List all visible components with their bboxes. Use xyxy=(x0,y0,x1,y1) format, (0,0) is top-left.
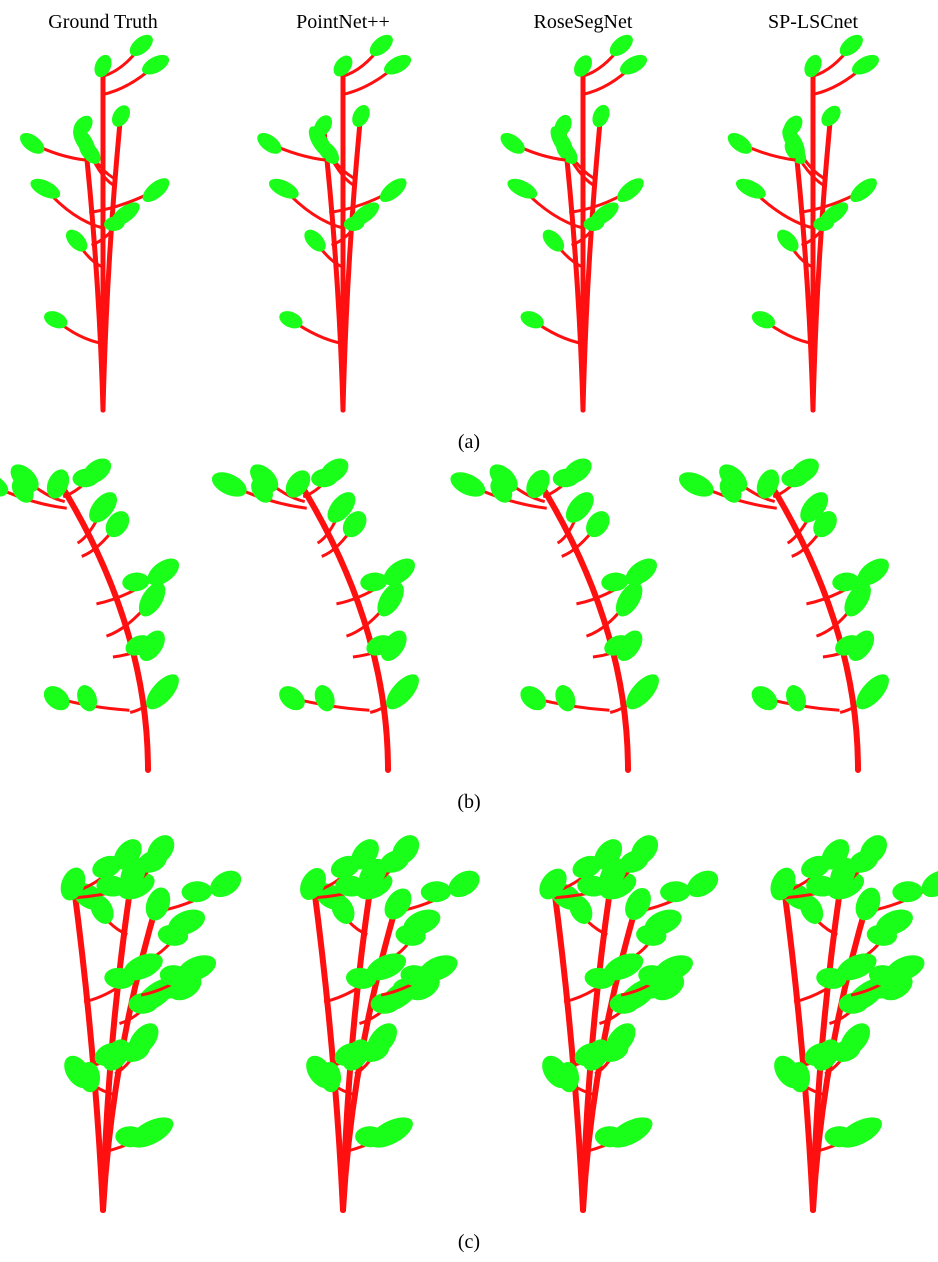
plant xyxy=(447,453,665,770)
leaf xyxy=(606,31,637,61)
leaf xyxy=(497,129,529,158)
leaf xyxy=(108,102,133,130)
row-label: (b) xyxy=(457,791,480,813)
leaf xyxy=(801,52,825,80)
leaf xyxy=(140,669,184,715)
stem xyxy=(343,112,361,410)
stem xyxy=(103,112,121,410)
plant xyxy=(295,830,485,1210)
leaf xyxy=(892,881,923,903)
plant xyxy=(534,830,723,1210)
plant xyxy=(16,31,173,410)
row-label: (a) xyxy=(458,431,480,453)
leaf xyxy=(181,881,212,903)
leaf xyxy=(380,669,424,715)
stem xyxy=(813,112,831,410)
plant-images xyxy=(0,31,938,1210)
leaf xyxy=(836,31,867,61)
stem xyxy=(768,480,858,770)
leaf xyxy=(126,31,157,61)
column-header: PointNet++ xyxy=(296,11,390,33)
leaf xyxy=(349,102,374,130)
leaf xyxy=(205,865,246,902)
leaf xyxy=(552,682,579,714)
leaf xyxy=(504,175,540,203)
leaf xyxy=(300,226,329,256)
leaf xyxy=(121,571,150,592)
leaf xyxy=(724,129,756,158)
leaf xyxy=(589,102,613,130)
leaf xyxy=(846,174,881,207)
plant xyxy=(675,453,894,770)
leaf xyxy=(266,175,302,203)
leaf xyxy=(773,226,802,256)
leaf xyxy=(366,31,397,61)
stem xyxy=(58,480,148,770)
page: {"columns": ["Ground Truth", "PointNet++… xyxy=(0,0,938,1262)
leaf xyxy=(74,682,101,714)
leaf xyxy=(39,681,74,715)
column-header: RoseSegNet xyxy=(534,11,633,33)
leaf xyxy=(570,52,595,80)
leaf xyxy=(660,881,691,903)
leaf xyxy=(91,52,115,80)
stem xyxy=(553,880,583,1210)
plant xyxy=(497,31,650,410)
leaf xyxy=(376,174,411,207)
leaf xyxy=(675,467,717,501)
leaf xyxy=(208,467,250,501)
leaf xyxy=(16,129,48,158)
leaf xyxy=(782,682,809,714)
stem xyxy=(313,880,343,1210)
leaf xyxy=(311,682,338,714)
leaf xyxy=(444,865,485,902)
stem xyxy=(73,880,103,1210)
leaf xyxy=(277,308,306,332)
leaf xyxy=(420,881,451,903)
leaf xyxy=(62,226,91,256)
leaf xyxy=(682,865,723,902)
plant xyxy=(208,453,425,770)
column-header: SP-LSCnet xyxy=(768,11,858,33)
leaf xyxy=(447,467,489,501)
leaf xyxy=(0,467,12,501)
plant xyxy=(0,453,185,770)
stem xyxy=(583,112,601,410)
plant xyxy=(56,830,246,1210)
plant xyxy=(254,31,415,410)
leaf xyxy=(359,571,388,592)
stem xyxy=(783,880,813,1210)
leaf xyxy=(620,669,664,715)
row-label: (c) xyxy=(458,1231,480,1253)
leaf xyxy=(850,669,894,715)
leaf xyxy=(747,681,782,715)
stem xyxy=(538,480,628,770)
plant xyxy=(724,31,882,410)
stem xyxy=(298,480,388,770)
leaf xyxy=(613,174,648,207)
leaf xyxy=(254,129,286,158)
figure: Ground Truth PointNet++ RoseSegNet SP-LS… xyxy=(0,0,938,1262)
leaf xyxy=(27,175,63,203)
leaf xyxy=(516,681,551,715)
column-header: Ground Truth xyxy=(48,11,157,33)
plant xyxy=(766,830,938,1210)
leaf xyxy=(274,681,309,715)
leaf xyxy=(139,174,174,207)
